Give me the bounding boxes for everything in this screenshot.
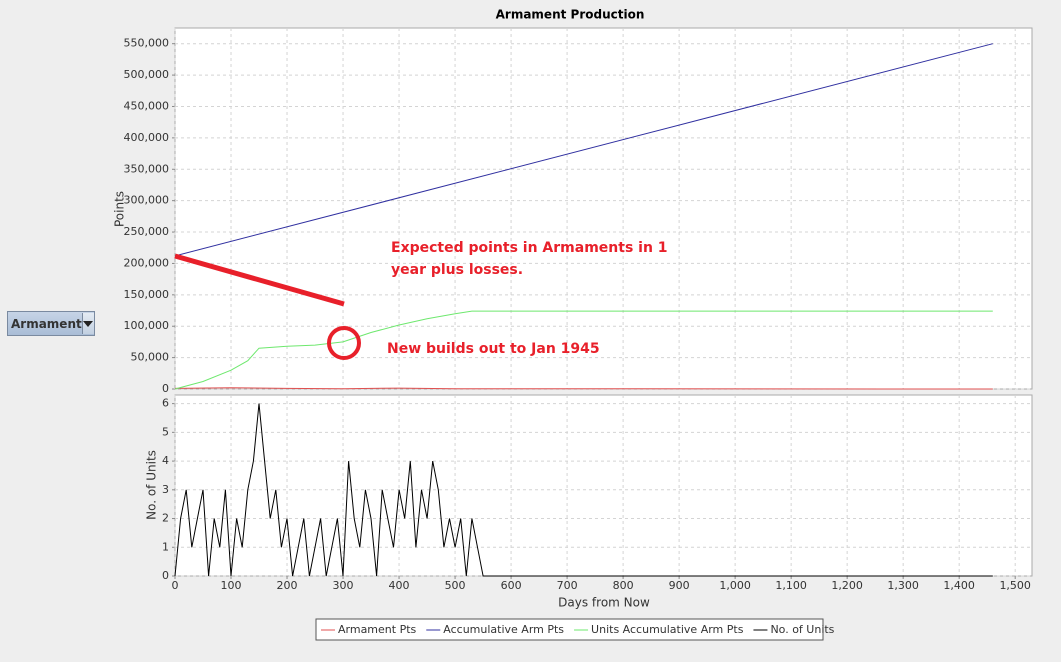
y-tick-label: 6 [162,397,169,410]
y-tick-label: 300,000 [124,194,170,207]
legend-label: Armament Pts [338,623,417,636]
y-tick-label: 0 [162,569,169,582]
x-axis-label: Days from Now [558,596,650,610]
legend-label: Units Accumulative Arm Pts [591,623,744,636]
x-tick-label: 0 [172,579,179,592]
x-tick-label: 1,400 [943,579,975,592]
x-tick-label: 900 [669,579,690,592]
legend [315,618,824,641]
legend-label: No. of Units [770,623,834,636]
x-tick-label: 700 [557,579,578,592]
series-line [174,387,993,390]
y-tick-label: 50,000 [131,351,170,364]
annotation: New builds out to Jan 1945 [387,341,600,357]
y-tick-label: 350,000 [124,162,170,175]
y-tick-label: 3 [162,483,169,496]
x-tick-label: 1,000 [719,579,751,592]
y-tick-label: 5 [162,425,169,438]
y-axis-label: Points [113,191,127,227]
y-axis-label: No. of Units [145,450,159,520]
y-tick-label: 500,000 [124,68,170,81]
annotation-circle [327,326,361,360]
y-tick-label: 0 [162,382,169,395]
x-tick-label: 1,500 [999,579,1031,592]
plot-area [174,27,1033,390]
legend-label: Accumulative Arm Pts [443,623,564,636]
x-tick-label: 400 [389,579,410,592]
y-tick-label: 150,000 [124,288,170,301]
annotation: Expected points in Armaments in 1 [391,240,668,256]
dropdown[interactable]: Armament [7,311,95,336]
y-tick-label: 450,000 [124,99,170,112]
x-tick-label: 500 [445,579,466,592]
y-tick-label: 2 [162,512,169,525]
plot-area [174,394,1033,577]
x-tick-label: 600 [501,579,522,592]
y-tick-label: 250,000 [124,225,170,238]
dropdown-label: Armament [11,316,82,331]
x-tick-label: 1,100 [775,579,807,592]
y-tick-label: 1 [162,540,169,553]
dropdown-arrow [83,320,94,327]
x-tick-label: 300 [333,579,354,592]
annotation: year plus losses. [391,262,523,278]
y-tick-label: 400,000 [124,131,170,144]
grid: 0 50,000 100,000 150,000 200,000 250,000 300,0… [124,28,1032,592]
y-tick-label: 550,000 [124,37,170,50]
x-tick-label: 1,300 [887,579,919,592]
x-tick-label: 1,200 [831,579,863,592]
series-line [174,403,993,577]
x-tick-label: 200 [277,579,298,592]
y-tick-label: 100,000 [124,319,170,332]
dropdown-button[interactable] [81,313,94,334]
legend-items: Armament Pts Accumulative Arm Pts Units Ac… [321,623,835,636]
chart-title: Armament Production [496,8,645,22]
series-line [174,43,993,257]
y-tick-label: 4 [162,454,169,467]
annotation-arrow [174,253,345,307]
x-tick-label: 800 [613,579,634,592]
x-tick-label: 100 [221,579,242,592]
y-tick-label: 200,000 [124,256,170,269]
